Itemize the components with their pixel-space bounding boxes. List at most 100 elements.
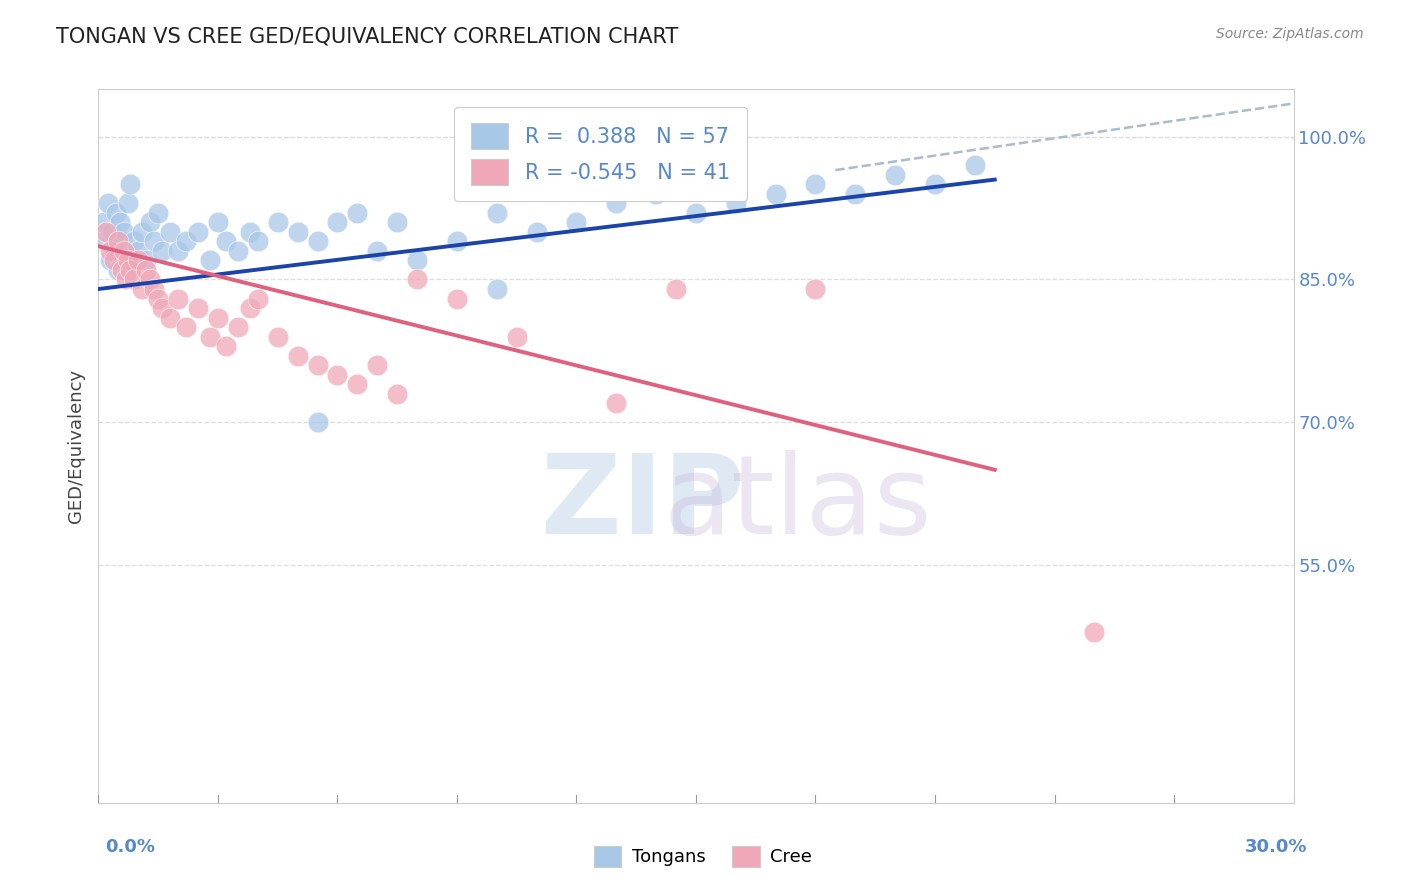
Point [150,244,173,258]
Point [139,215,162,229]
Point [110,215,132,229]
Text: atlas: atlas [664,450,932,557]
Point [765,186,787,201]
Point [115,244,138,258]
Point [385,215,409,229]
Point [804,178,827,192]
Point [198,329,221,343]
Point [605,396,627,410]
Point [307,358,329,372]
Point [111,235,134,249]
Point [239,301,262,315]
Point [446,235,468,249]
Point [120,263,142,277]
Point [120,178,142,192]
Point [107,263,129,277]
Point [135,253,157,268]
Point [187,225,209,239]
Point [485,282,508,296]
Point [307,415,329,429]
Point [159,225,181,239]
Point [159,310,181,325]
Point [346,377,368,392]
Point [366,358,388,372]
Point [167,244,190,258]
Point [605,196,627,211]
Text: ZIP: ZIP [540,450,744,557]
Point [115,272,138,286]
Point [485,206,508,220]
Text: Source: ZipAtlas.com: Source: ZipAtlas.com [1216,27,1364,41]
Point [884,168,907,182]
Point [101,225,124,239]
Point [127,244,149,258]
Point [131,282,153,296]
Point [103,253,125,268]
Point [665,282,688,296]
Point [406,272,429,286]
Point [124,235,146,249]
Point [93,215,115,229]
Point [117,196,139,211]
Point [963,158,986,172]
Point [167,292,190,306]
Point [111,263,134,277]
Point [96,225,118,239]
Point [215,339,238,353]
Point [526,225,548,239]
Point [924,178,946,192]
Point [385,386,409,401]
Point [226,320,249,334]
Text: 30.0%: 30.0% [1246,838,1308,856]
Point [96,235,118,249]
Point [346,206,368,220]
Point [124,272,146,286]
Point [267,215,290,229]
Point [207,310,229,325]
Point [565,215,588,229]
Y-axis label: GED/Equivalency: GED/Equivalency [66,369,84,523]
Point [287,225,309,239]
Point [174,235,197,249]
Point [107,235,129,249]
Point [506,329,529,343]
Text: TONGAN VS CREE GED/EQUIVALENCY CORRELATION CHART: TONGAN VS CREE GED/EQUIVALENCY CORRELATI… [56,27,679,46]
Point [187,301,209,315]
Point [127,253,149,268]
Point [226,244,249,258]
Point [139,272,162,286]
Point [246,292,269,306]
Point [844,186,866,201]
Point [97,196,120,211]
Point [804,282,827,296]
Point [724,196,747,211]
Text: 0.0%: 0.0% [105,838,156,856]
Point [207,215,229,229]
Point [174,320,197,334]
Point [446,292,468,306]
Legend: Tongans, Cree: Tongans, Cree [586,838,820,874]
Point [131,225,153,239]
Point [326,368,349,382]
Point [150,301,173,315]
Point [121,253,143,268]
Point [105,206,128,220]
Point [103,244,125,258]
Point [148,292,170,306]
Point [98,244,122,258]
Point [645,186,668,201]
Point [143,235,166,249]
Point [685,206,707,220]
Point [215,235,238,249]
Point [198,253,221,268]
Point [143,282,166,296]
Point [287,349,309,363]
Point [267,329,290,343]
Point [112,225,135,239]
Point [239,225,262,239]
Point [1083,624,1105,639]
Point [366,244,388,258]
Point [326,215,349,229]
Point [406,253,429,268]
Point [246,235,269,249]
